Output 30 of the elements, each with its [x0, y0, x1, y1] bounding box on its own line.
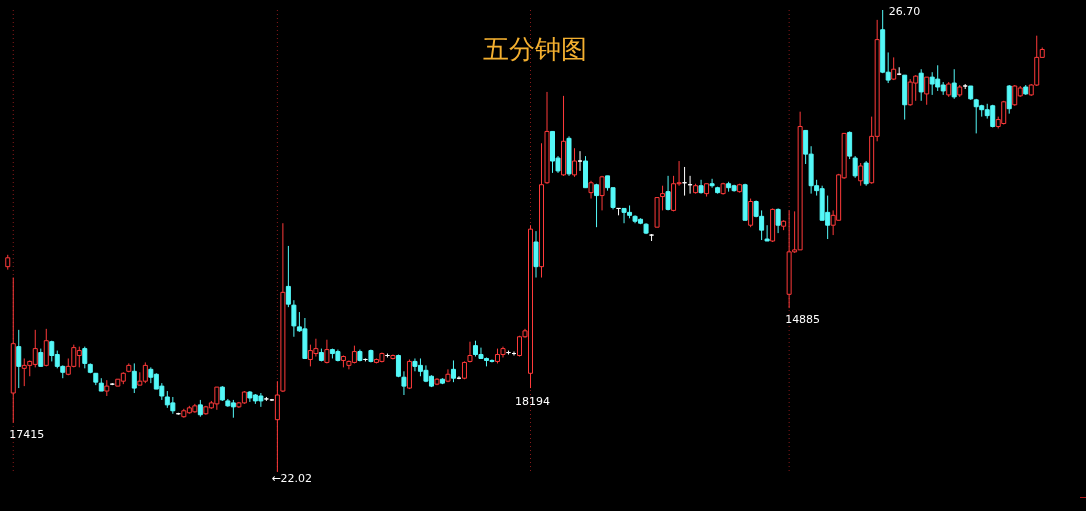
candlestick: [401, 370, 407, 396]
candlestick: [852, 155, 858, 179]
candlestick: [450, 359, 456, 383]
candlestick: [594, 183, 600, 228]
candlestick: [1006, 84, 1012, 115]
candlestick: [709, 178, 715, 189]
annotation: ←22.02: [271, 472, 313, 485]
candlestick: [748, 198, 754, 228]
candlestick: [951, 68, 957, 100]
annotation: 18194: [515, 395, 550, 409]
candlestick: [775, 207, 781, 234]
candlestick: [847, 130, 853, 160]
annotation: 17415: [9, 427, 45, 441]
candlestick: [858, 162, 864, 187]
annotation: 14885: [785, 313, 821, 327]
candlestick: [764, 224, 770, 242]
candlestick: [82, 346, 88, 369]
annotation: 26.70: [888, 5, 921, 18]
text: 五分钟图: [483, 34, 587, 64]
candlestick: [131, 362, 137, 394]
candlestick: [924, 76, 930, 106]
candlestick: [863, 160, 869, 187]
candlestick: [572, 147, 578, 178]
candlestick: [16, 329, 22, 389]
candlestick: [285, 245, 291, 308]
candlestick: [599, 175, 605, 211]
candlestick: [918, 68, 924, 102]
candlestick: [660, 185, 666, 211]
candlestick: [577, 150, 583, 172]
candlestick: [665, 175, 671, 211]
